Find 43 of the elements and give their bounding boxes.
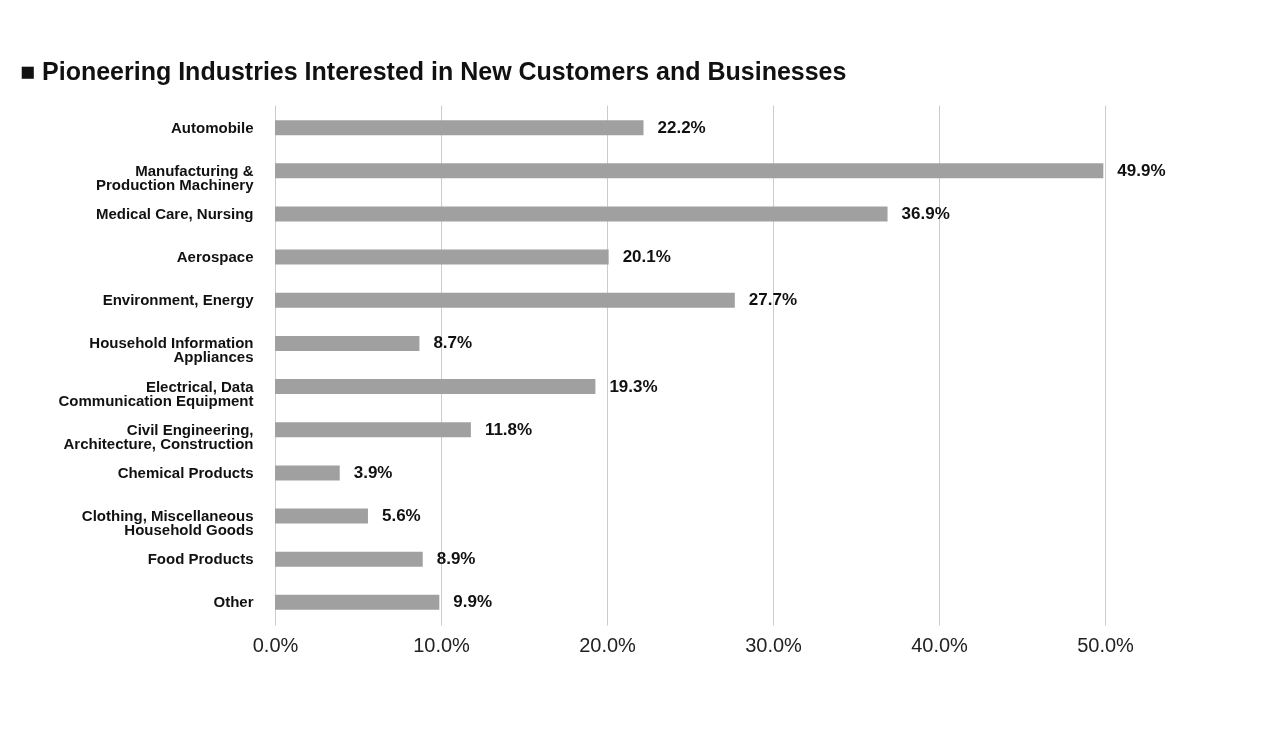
data-label: 3.9% bbox=[353, 462, 393, 482]
bar bbox=[275, 465, 340, 481]
x-tick-label: 40.0% bbox=[911, 633, 969, 656]
bar bbox=[275, 163, 1104, 179]
data-label: 19.3% bbox=[609, 376, 658, 396]
bar bbox=[275, 422, 471, 438]
y-tick-label: Chemical Products bbox=[117, 463, 254, 481]
data-label: 27.7% bbox=[748, 290, 798, 310]
x-tick-label: 30.0% bbox=[745, 633, 803, 656]
chart-title: ■ Pioneering Industries Interested in New Customers and Businesses bbox=[20, 57, 847, 85]
x-tick-label: 50.0% bbox=[1077, 633, 1135, 656]
x-tick-label: 10.0% bbox=[413, 633, 471, 656]
data-label: 49.9% bbox=[1117, 160, 1166, 180]
data-label: 36.9% bbox=[901, 203, 950, 223]
bar bbox=[275, 120, 644, 136]
data-label: 22.2% bbox=[657, 117, 706, 137]
y-tick-label: Medical Care, Nursing bbox=[95, 204, 254, 222]
y-tick-label: Electrical, Data Communication Equipment bbox=[58, 377, 255, 409]
y-tick-label: Other bbox=[213, 593, 254, 611]
x-tick-label: 0.0% bbox=[252, 633, 299, 656]
data-label: 5.6% bbox=[381, 506, 421, 526]
x-tick-label: 20.0% bbox=[579, 633, 637, 656]
bar bbox=[275, 551, 423, 567]
y-tick-label: Aerospace bbox=[176, 248, 254, 266]
bar bbox=[275, 594, 440, 610]
y-tick-label: Automobile bbox=[171, 118, 254, 136]
bar bbox=[275, 379, 596, 395]
bar bbox=[275, 206, 888, 222]
y-tick-label: Civil Engineering, Architecture, Construction bbox=[63, 420, 254, 452]
data-label: 11.8% bbox=[484, 419, 533, 439]
bar bbox=[275, 508, 368, 524]
data-label: 20.1% bbox=[622, 247, 671, 267]
y-tick-label: Food Products bbox=[147, 550, 254, 568]
y-tick-label: Household Information Appliances bbox=[89, 334, 254, 366]
data-label: 8.7% bbox=[433, 333, 473, 353]
y-tick-label: Environment, Energy bbox=[102, 291, 255, 309]
bar bbox=[275, 292, 735, 308]
data-label: 9.9% bbox=[453, 592, 493, 612]
y-tick-label: Clothing, Miscellaneous Household Goods bbox=[81, 507, 254, 539]
bar bbox=[275, 249, 609, 265]
data-label: 8.9% bbox=[436, 549, 476, 569]
bar bbox=[275, 335, 420, 351]
y-tick-label: Manufacturing & Production Machinery bbox=[95, 161, 255, 193]
